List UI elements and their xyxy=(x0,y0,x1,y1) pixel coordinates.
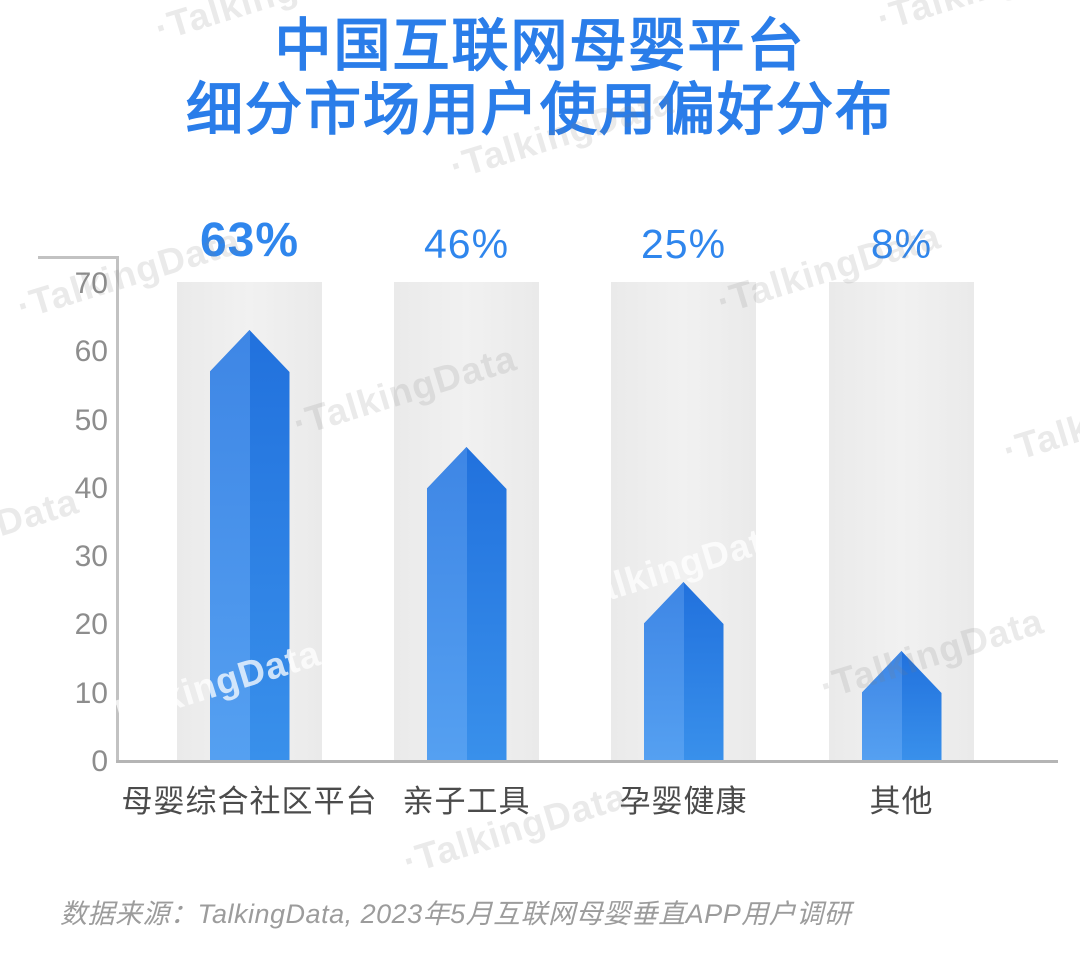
chart-title-line2: 细分市场用户使用偏好分布 xyxy=(186,78,894,142)
bar-value-label: 25% xyxy=(640,221,727,267)
y-tick-label: 30 xyxy=(74,540,108,574)
y-tick-label: 20 xyxy=(74,608,108,642)
bar-value-label: 8% xyxy=(870,221,933,267)
category-label: 孕婴健康 xyxy=(619,784,748,819)
bar-value-label: 63% xyxy=(199,214,300,267)
bar-value-label: 46% xyxy=(423,221,510,267)
y-tick-label: 70 xyxy=(74,266,108,300)
chart-title-line1: 中国互联网母婴平台 xyxy=(274,14,806,78)
category-label: 其他 xyxy=(869,784,934,819)
category-label: 亲子工具 xyxy=(402,784,531,819)
chart-title: 中国互联网母婴平台 细分市场用户使用偏好分布 xyxy=(0,14,1080,142)
data-source-note: 数据来源：TalkingData, 2023年5月互联网母婴垂直APP用户调研 xyxy=(60,899,852,929)
x-axis-line xyxy=(116,760,1058,763)
bar-3 xyxy=(643,582,724,760)
category-label: 母婴综合社区平台 xyxy=(121,784,378,819)
talkingdata-watermark: ·TalkingData xyxy=(998,364,1080,472)
y-tick-label: 10 xyxy=(74,676,108,710)
y-axis-top-cap xyxy=(38,256,119,259)
y-tick-label: 40 xyxy=(74,471,108,505)
y-tick-label: 50 xyxy=(74,403,108,437)
y-tick-label: 60 xyxy=(74,335,108,369)
bar-2 xyxy=(426,447,507,760)
y-axis-line xyxy=(116,256,119,762)
bar-1 xyxy=(209,330,290,760)
y-tick-label: 0 xyxy=(91,745,108,778)
